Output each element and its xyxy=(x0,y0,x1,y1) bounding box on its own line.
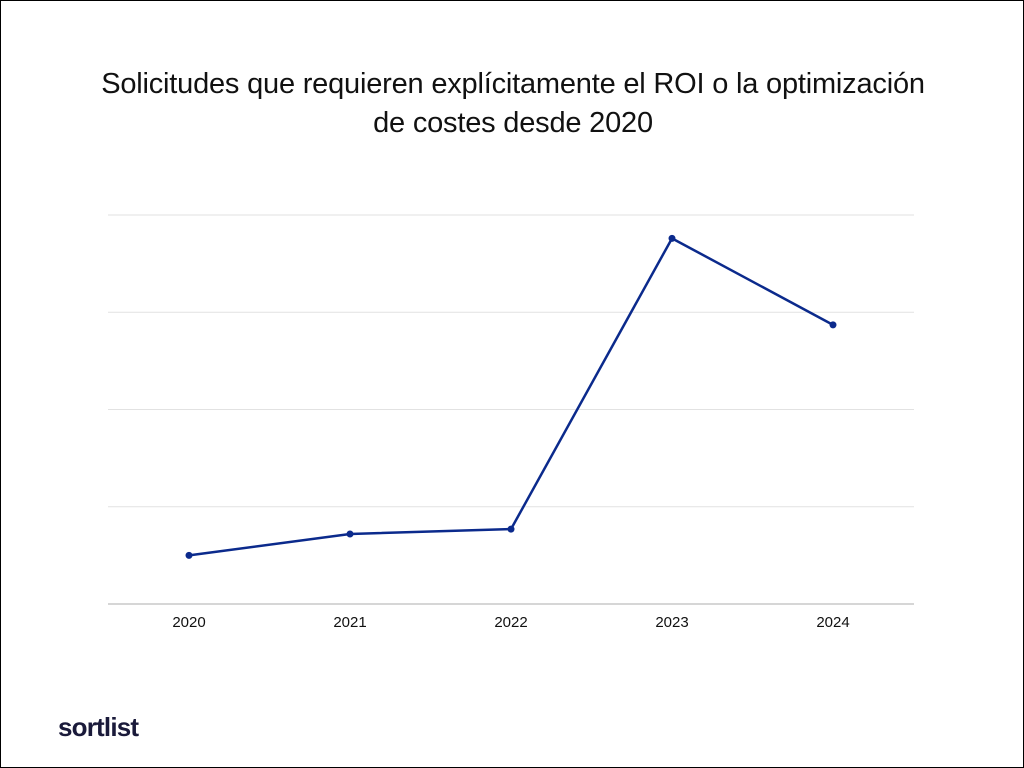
data-point-2023 xyxy=(668,234,676,242)
x-tick-label-2022: 2022 xyxy=(494,614,527,631)
series-line-1 xyxy=(188,237,834,557)
sortlist-logo: sortlist xyxy=(58,712,139,742)
series-layer xyxy=(185,234,837,559)
chart-title-line-2: de costes desde 2020 xyxy=(373,107,653,139)
x-tick-label-2020: 2020 xyxy=(172,614,205,631)
x-tick-label-2024: 2024 xyxy=(816,614,849,631)
data-point-2021 xyxy=(346,530,354,538)
data-point-2022 xyxy=(507,525,515,533)
chart-title-line-1: Solicitudes que requieren explícitamente… xyxy=(101,68,925,100)
x-tick-label-2023: 2023 xyxy=(655,614,688,631)
chart-title: Solicitudes que requieren explícitamente… xyxy=(41,65,985,143)
x-tick-label-2021: 2021 xyxy=(333,614,366,631)
data-point-2024 xyxy=(829,321,837,329)
data-point-2020 xyxy=(185,551,193,559)
x-tick-labels: 2020 2021 2022 2023 2024 xyxy=(172,614,849,631)
gridlines xyxy=(108,214,914,508)
